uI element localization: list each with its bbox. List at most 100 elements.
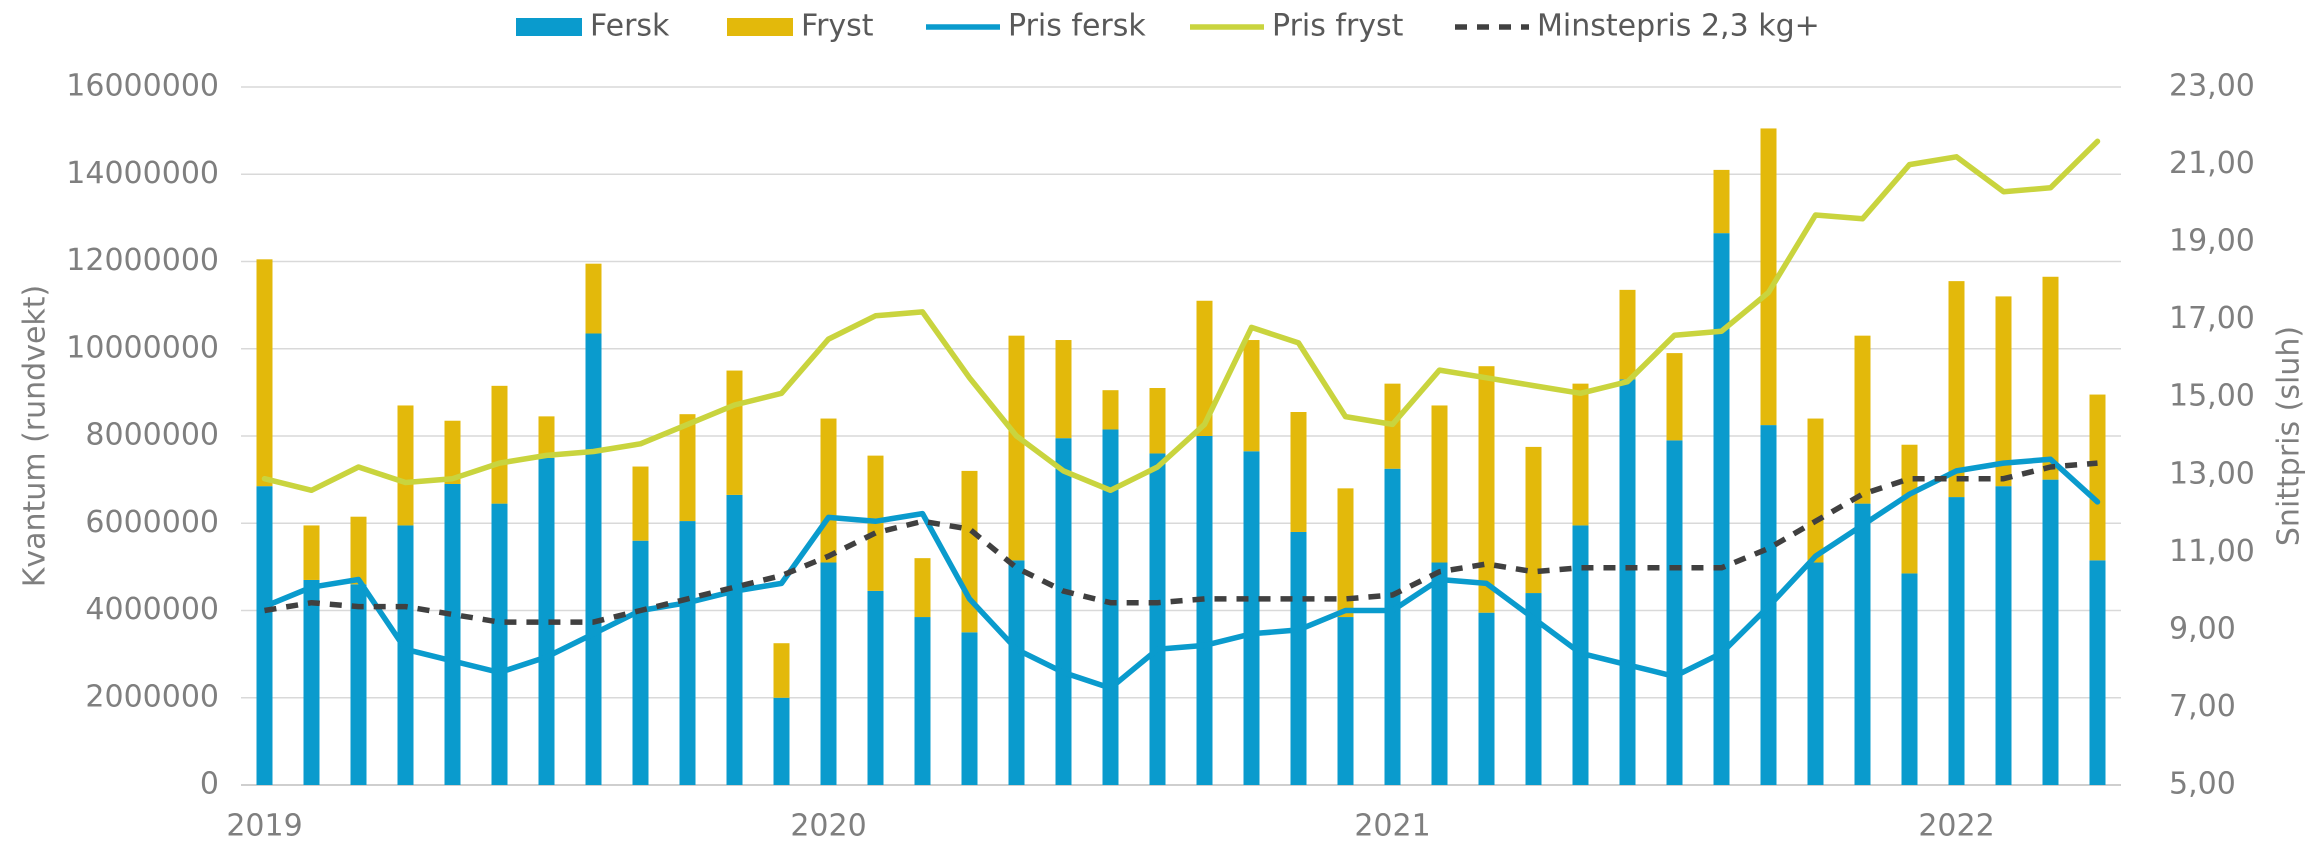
bar [1290, 412, 1307, 532]
bar [303, 525, 320, 580]
bar [773, 697, 790, 785]
bar [303, 579, 320, 785]
bar [1337, 488, 1354, 618]
y2-tick-label: 19,00 [2169, 224, 2255, 259]
bar [538, 416, 555, 458]
bar [350, 584, 367, 785]
line [261, 138, 2101, 494]
bar [1525, 593, 1542, 785]
bar [491, 385, 508, 504]
bar [1807, 562, 1824, 785]
bar [444, 483, 461, 785]
bar [1149, 453, 1166, 785]
y2-axis-title: Snittpris (sluh) [2272, 326, 2307, 546]
bar [256, 259, 273, 487]
bar [1854, 335, 1871, 504]
bar [632, 466, 649, 541]
bar [1149, 388, 1166, 454]
bar [820, 562, 837, 785]
y-tick-label: 12000000 [66, 243, 219, 278]
bar [1243, 451, 1260, 785]
legend-label: Pris fryst [1272, 9, 1404, 44]
line [264, 460, 2098, 625]
x-tick-label: 2022 [1918, 809, 1994, 843]
legend-label: Fersk [590, 9, 670, 44]
y-tick-label: 10000000 [66, 330, 219, 365]
bar [726, 494, 743, 785]
legend-label: Pris fersk [1008, 9, 1146, 44]
bar [1102, 429, 1119, 785]
y-axis-title: Kvantum (rundvekt) [18, 285, 53, 588]
y-tick-label: 16000000 [66, 69, 219, 104]
bar [1008, 335, 1025, 561]
bar [1055, 438, 1072, 785]
y-tick-label: 2000000 [85, 679, 219, 714]
legend-swatch [516, 18, 582, 36]
bar [1196, 300, 1213, 436]
bar [1102, 390, 1119, 430]
bar [1619, 379, 1636, 785]
bar [1384, 468, 1401, 785]
bar [1901, 573, 1918, 785]
bar [1337, 617, 1354, 785]
bar [679, 521, 696, 785]
y2-tick-label: 17,00 [2169, 301, 2255, 336]
bar [1572, 383, 1589, 526]
bar [538, 457, 555, 785]
bar [1431, 405, 1448, 563]
y-tick-label: 8000000 [85, 418, 219, 453]
y-tick-label: 14000000 [66, 156, 219, 191]
x-tick-label: 2021 [1354, 809, 1430, 843]
bar [820, 418, 837, 563]
bar [914, 558, 931, 618]
bar [350, 516, 367, 585]
y2-tick-label: 21,00 [2169, 146, 2255, 181]
bar [1478, 366, 1495, 613]
x-tick-label: 2020 [790, 809, 866, 843]
bar [1854, 503, 1871, 785]
bar [1290, 531, 1307, 785]
x-tick-label: 2019 [226, 809, 302, 843]
bar [1055, 340, 1072, 439]
y-tick-label: 6000000 [85, 505, 219, 540]
bar [1807, 418, 1824, 563]
y2-tick-label: 7,00 [2169, 689, 2236, 724]
y2-tick-label: 5,00 [2169, 767, 2236, 802]
bar [726, 370, 743, 495]
y2-tick-label: 23,00 [2169, 69, 2255, 104]
bar [1995, 296, 2012, 487]
bar [2042, 276, 2059, 480]
bar [444, 420, 461, 484]
y2-tick-label: 11,00 [2169, 534, 2255, 569]
y-tick-label: 0 [200, 767, 219, 802]
y-tick-label: 4000000 [85, 592, 219, 627]
bar [1666, 440, 1683, 785]
y2-tick-label: 9,00 [2169, 611, 2236, 646]
bar [1478, 612, 1495, 785]
bar [1666, 353, 1683, 441]
bar [2089, 560, 2106, 785]
y2-tick-label: 15,00 [2169, 379, 2255, 414]
bar [679, 414, 696, 522]
bar [1008, 560, 1025, 785]
bar [867, 590, 884, 785]
bar [2042, 479, 2059, 785]
bar [1243, 340, 1260, 452]
bar [914, 617, 931, 785]
bar [773, 643, 790, 698]
bar [1619, 289, 1636, 380]
bar [397, 405, 414, 526]
bar [491, 503, 508, 785]
bar [1713, 169, 1730, 234]
legend-label: Minstepris 2,3 kg+ [1537, 9, 1820, 44]
bar [1713, 233, 1730, 786]
line [261, 456, 2101, 691]
bar [1901, 444, 1918, 574]
bar [1995, 486, 2012, 785]
bar [1525, 446, 1542, 594]
bar [585, 263, 602, 334]
bar [632, 540, 649, 785]
bar [397, 525, 414, 785]
